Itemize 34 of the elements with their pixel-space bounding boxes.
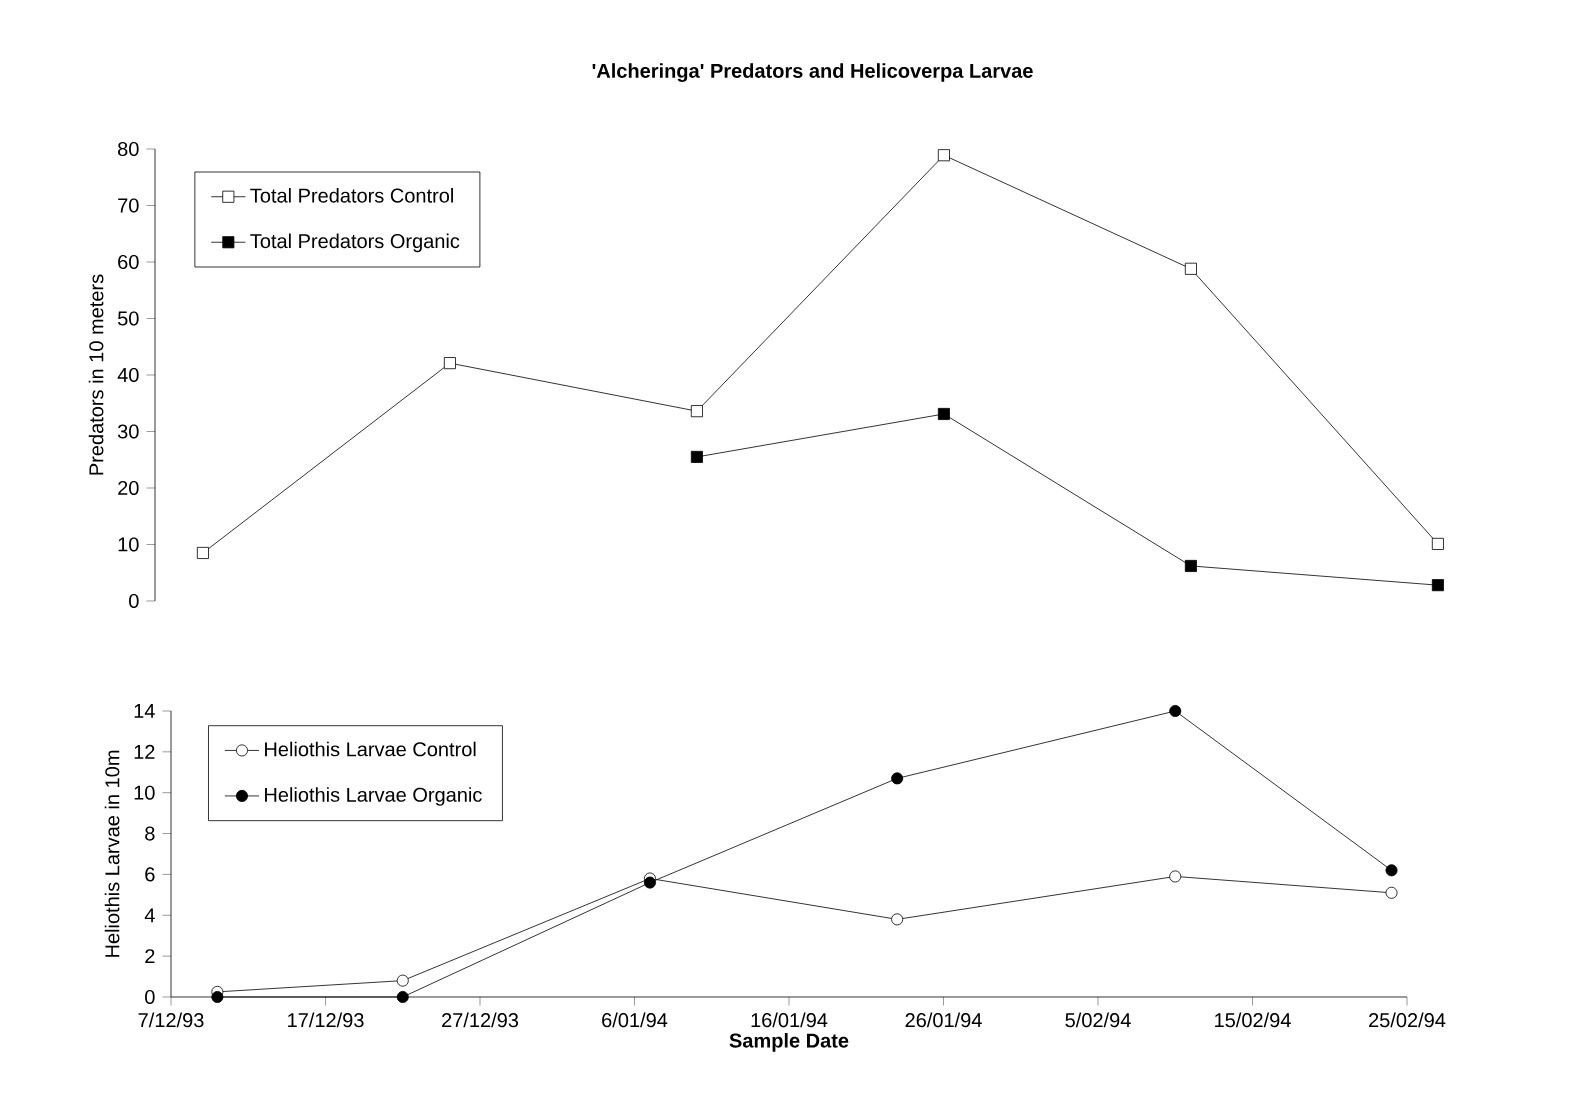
y-tick-label: 8 (145, 826, 155, 841)
y-axis-title: Predators in 10 meters (88, 274, 104, 475)
x-tick-label: 6/01/94 (602, 1012, 668, 1028)
y-tick-label: 10 (134, 785, 155, 800)
y-tick-label: 4 (144, 908, 155, 923)
x-tick-label: 15/02/94 (1215, 1012, 1291, 1028)
y-tick-label: 40 (117, 367, 139, 383)
y-axis-title: Heliothis Larvae in 10m (104, 750, 120, 957)
x-tick-label: 25/02/94 (1369, 1012, 1446, 1028)
y-tick-label: 70 (118, 198, 139, 213)
legend-label: Heliothis Larvae Organic (265, 787, 482, 806)
x-tick-label: 27/12/93 (442, 1012, 519, 1028)
x-tick-label: 17/12/93 (288, 1012, 364, 1028)
y-tick-label: 60 (118, 254, 139, 270)
x-tick-label: 26/01/94 (905, 1012, 982, 1028)
chart-title: 'Alcheringa' Predators and Helicoverpa Larvae (592, 63, 1033, 82)
y-tick-label: 50 (117, 311, 139, 326)
y-tick-label: 20 (118, 480, 139, 496)
y-tick-label: 0 (145, 989, 155, 1005)
y-tick-label: 80 (118, 141, 139, 157)
y-tick-label: 10 (118, 537, 139, 552)
legend-label: Total Predators Control (250, 188, 453, 203)
x-tick-label: 7/12/93 (138, 1012, 204, 1028)
y-tick-label: 2 (145, 949, 155, 964)
legend-label: Total Predators Organic (250, 233, 460, 253)
y-tick-label: 12 (134, 744, 155, 759)
y-tick-label: 6 (145, 867, 155, 882)
x-tick-label: 5/02/94 (1065, 1012, 1131, 1028)
y-tick-label: 30 (117, 424, 139, 439)
x-axis-title: Sample Date (729, 1033, 849, 1052)
legend-label: Heliothis Larvae Control (265, 741, 476, 757)
y-tick-label: 14 (134, 704, 155, 718)
x-tick-label: 16/01/94 (751, 1012, 828, 1028)
y-tick-label: 0 (129, 593, 139, 609)
